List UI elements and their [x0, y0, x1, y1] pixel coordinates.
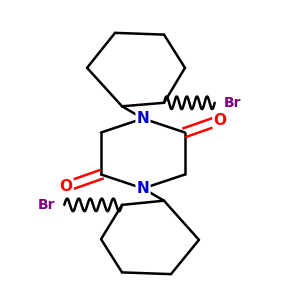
Text: O: O [60, 179, 73, 194]
Text: O: O [213, 113, 226, 128]
Text: Br: Br [38, 198, 56, 212]
Text: Br: Br [224, 96, 241, 110]
Text: N: N [136, 111, 149, 126]
Text: N: N [136, 181, 149, 196]
